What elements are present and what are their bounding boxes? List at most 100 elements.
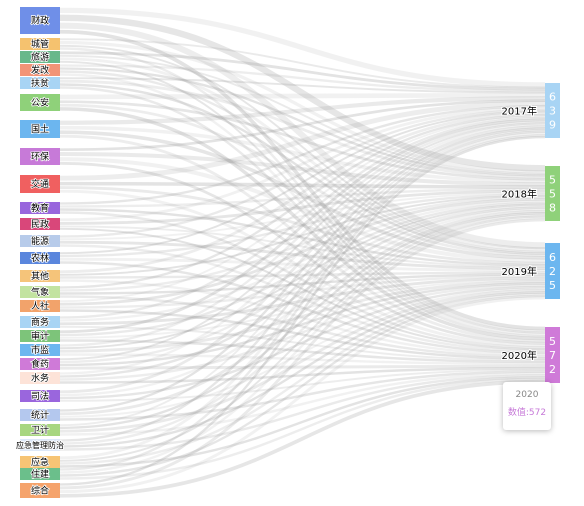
target-node-label: 2020年 [502, 349, 537, 362]
sankey-link [59, 225, 546, 268]
target-node[interactable]: 6 2 5 2019年 [501, 243, 560, 299]
source-node-label: 审计 [31, 330, 49, 342]
sankey-link [59, 292, 546, 465]
sankey-link [59, 274, 546, 309]
target-node[interactable]: 5 5 8 2018年 [501, 166, 560, 221]
source-node-label: 人社 [31, 300, 49, 312]
source-node[interactable]: 能源 [20, 234, 60, 248]
sankey-link [59, 22, 546, 249]
source-node[interactable]: 城管 [20, 37, 60, 51]
sankey-link [59, 325, 546, 362]
source-node[interactable]: 应急 [20, 455, 60, 469]
source-node-bar [20, 218, 60, 230]
source-node[interactable]: 综合 [20, 483, 60, 498]
source-node[interactable]: 环保 [20, 148, 60, 165]
tooltip: 2020 数值:572 [503, 382, 551, 430]
target-node[interactable]: 5 7 2 2020年 [501, 327, 560, 383]
sankey-link [59, 103, 546, 257]
sankey-link [59, 366, 546, 384]
sankey-link [59, 113, 546, 289]
source-node-bar [20, 94, 60, 111]
sankey-link [59, 118, 546, 334]
sankey-link [59, 73, 546, 336]
sankey-link [59, 213, 546, 445]
source-node-bar [20, 390, 60, 402]
sankey-link [59, 288, 546, 433]
sankey-link [59, 353, 546, 366]
sankey-link [59, 125, 546, 394]
source-node-bar [20, 175, 60, 193]
source-node[interactable]: 审计 [20, 329, 60, 343]
tooltip-label: 数值: [507, 408, 529, 418]
sankey-link [59, 364, 546, 370]
sankey-link [59, 280, 546, 353]
sankey-link [59, 104, 546, 205]
sankey-link [59, 157, 546, 263]
source-node-bar [20, 7, 60, 34]
source-node-label: 水务 [31, 372, 49, 384]
sankey-link [59, 99, 546, 152]
source-node[interactable]: 教育 [20, 201, 60, 215]
sankey-link [59, 287, 546, 418]
source-node-bar [20, 235, 60, 247]
sankey-link [59, 122, 546, 361]
source-node-label: 国土 [31, 123, 49, 135]
sankey-link [59, 368, 546, 402]
source-node[interactable]: 其他 [20, 269, 60, 283]
sankey-link [59, 279, 546, 357]
source-node[interactable]: 司法 [20, 389, 60, 403]
target-node-bar [545, 83, 560, 138]
source-node[interactable]: 统计 [20, 408, 60, 422]
source-node[interactable]: 市监 [20, 343, 60, 357]
source-node[interactable]: 食药 [20, 357, 60, 371]
source-node-label: 交通 [31, 178, 49, 190]
source-node[interactable]: 卫计 [20, 423, 60, 437]
sankey-link [59, 295, 546, 358]
sankey-link [59, 57, 546, 252]
sankey-link [59, 130, 546, 442]
source-node[interactable]: 交通 [20, 175, 60, 193]
source-node-label: 卫计 [31, 424, 49, 436]
sankey-link [59, 134, 546, 343]
source-node[interactable]: 气象 [20, 285, 60, 299]
source-node[interactable]: 发改 [20, 63, 60, 77]
target-node[interactable]: 6 3 9 2017年 [501, 83, 560, 138]
source-nodes: 财政城管旅游发改扶贫公安国土环保交通教育民政能源农林其他气象人社商务审计市监食药… [15, 7, 65, 498]
sankey-link [59, 211, 546, 349]
sankey-link [59, 70, 546, 254]
source-node[interactable]: 农林 [20, 251, 60, 265]
sankey-link [59, 60, 546, 334]
source-node-label: 环保 [31, 151, 49, 163]
sankey-link [59, 83, 546, 255]
source-node-bar [20, 409, 60, 421]
sankey-link [59, 196, 546, 292]
source-node[interactable]: 水务 [20, 371, 60, 385]
source-node[interactable]: 住建 [20, 467, 60, 481]
source-node[interactable]: 公安 [20, 94, 60, 111]
sankey-link [59, 285, 546, 400]
source-node[interactable]: 扶贫 [20, 76, 60, 90]
source-node[interactable]: 民政 [20, 217, 60, 231]
sankey-link [59, 240, 546, 270]
target-node-bar [545, 243, 560, 299]
source-node[interactable]: 旅游 [20, 50, 60, 64]
sankey-link [59, 64, 546, 93]
source-node-label: 气象 [31, 286, 49, 298]
sankey-link [59, 193, 546, 258]
sankey-link [59, 123, 546, 375]
sankey-link [59, 189, 546, 347]
source-node[interactable]: 商务 [20, 315, 60, 329]
source-node[interactable]: 应急管理防治 [15, 439, 65, 451]
source-node[interactable]: 财政 [20, 7, 60, 34]
sankey-link [59, 206, 546, 378]
sankey-link [59, 291, 546, 448]
source-node[interactable]: 人社 [20, 299, 60, 313]
sankey-link [59, 181, 546, 189]
source-node-label: 扶贫 [31, 77, 49, 89]
sankey-link [59, 161, 546, 345]
source-node[interactable]: 国土 [20, 120, 60, 138]
source-node-bar [20, 300, 60, 312]
tooltip-title: 2020 [515, 390, 539, 400]
sankey-link [59, 151, 546, 187]
sankey-link [59, 111, 546, 274]
